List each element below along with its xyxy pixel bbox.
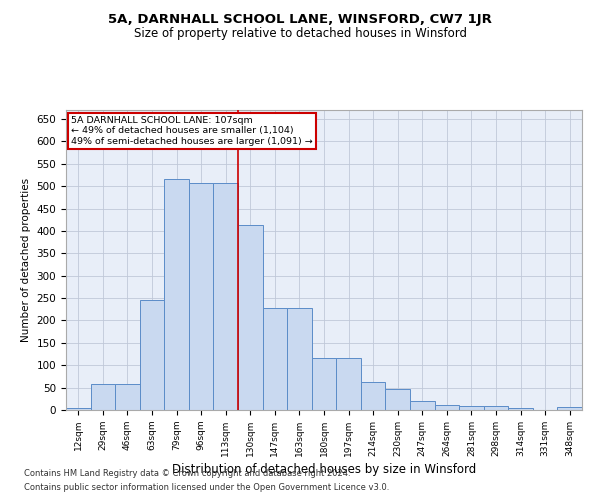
Bar	[164, 179, 189, 410]
Bar	[385, 389, 410, 410]
Bar	[336, 358, 361, 410]
Bar	[189, 183, 214, 410]
Bar	[312, 358, 336, 410]
Bar	[66, 408, 91, 410]
Bar	[287, 308, 312, 410]
X-axis label: Distribution of detached houses by size in Winsford: Distribution of detached houses by size …	[172, 463, 476, 476]
Bar	[361, 382, 385, 410]
Text: Contains public sector information licensed under the Open Government Licence v3: Contains public sector information licen…	[24, 484, 389, 492]
Bar	[214, 183, 238, 410]
Text: Contains HM Land Registry data © Crown copyright and database right 2024.: Contains HM Land Registry data © Crown c…	[24, 468, 350, 477]
Text: Size of property relative to detached houses in Winsford: Size of property relative to detached ho…	[133, 28, 467, 40]
Bar	[484, 406, 508, 410]
Bar	[557, 408, 582, 410]
Y-axis label: Number of detached properties: Number of detached properties	[21, 178, 31, 342]
Bar	[238, 224, 263, 410]
Bar	[459, 406, 484, 410]
Bar	[140, 300, 164, 410]
Bar	[263, 308, 287, 410]
Bar	[115, 384, 140, 410]
Text: 5A, DARNHALL SCHOOL LANE, WINSFORD, CW7 1JR: 5A, DARNHALL SCHOOL LANE, WINSFORD, CW7 …	[108, 12, 492, 26]
Bar	[91, 384, 115, 410]
Bar	[508, 408, 533, 410]
Bar	[434, 405, 459, 410]
Text: 5A DARNHALL SCHOOL LANE: 107sqm
← 49% of detached houses are smaller (1,104)
49%: 5A DARNHALL SCHOOL LANE: 107sqm ← 49% of…	[71, 116, 313, 146]
Bar	[410, 400, 434, 410]
